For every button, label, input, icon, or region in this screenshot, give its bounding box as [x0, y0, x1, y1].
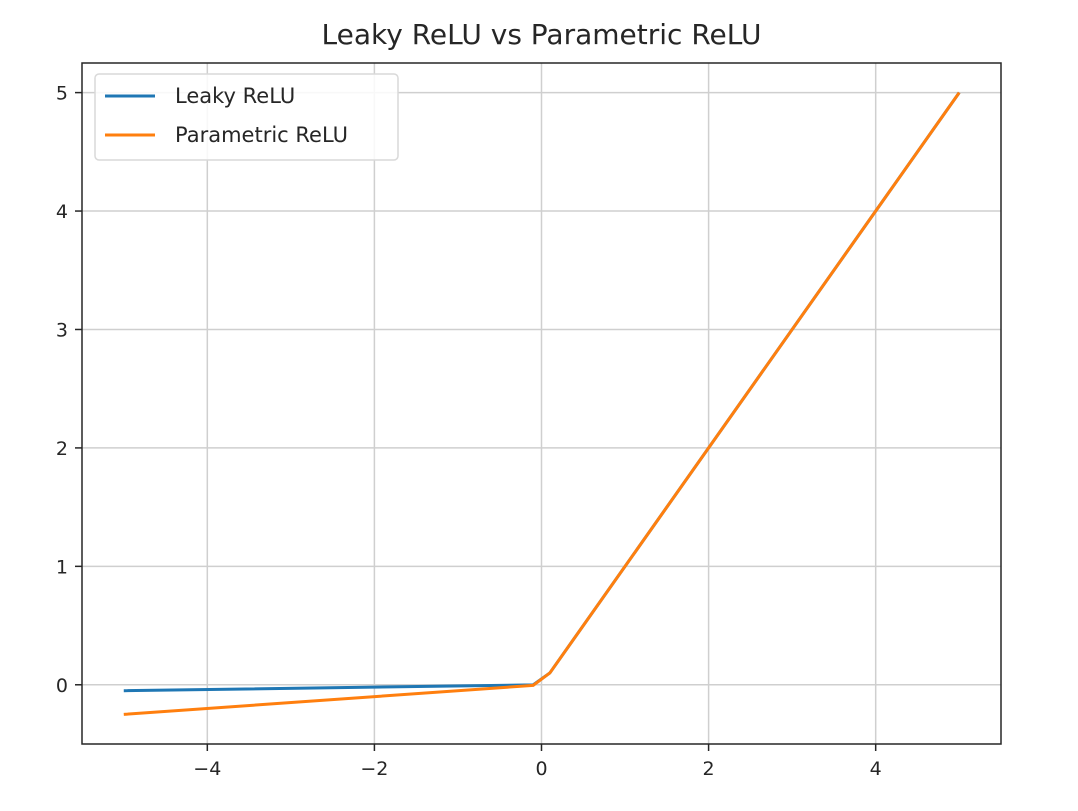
axis-ticks: −4 −2 0 2 4 0 1 2 3 4 5 — [56, 83, 882, 780]
legend-label: Leaky ReLU — [175, 84, 295, 108]
y-tick-label: 4 — [56, 201, 68, 223]
chart-title: Leaky ReLU vs Parametric ReLU — [322, 18, 762, 51]
y-tick-label: 5 — [56, 83, 68, 105]
y-tick-label: 1 — [56, 556, 68, 578]
series-line-parametric-relu — [123, 91, 961, 716]
y-tick-label: 2 — [56, 438, 68, 460]
x-tick-label: 0 — [535, 758, 547, 780]
x-tick-label: 2 — [703, 758, 715, 780]
grid — [82, 63, 1001, 744]
series-lines — [123, 91, 961, 716]
y-tick-label: 3 — [56, 319, 68, 341]
x-tick-label: 4 — [870, 758, 882, 780]
legend-box — [94, 73, 399, 161]
x-tick-label: −2 — [360, 758, 388, 780]
legend: Leaky ReLU Parametric ReLU — [94, 73, 399, 161]
legend-label: Parametric ReLU — [175, 123, 348, 147]
y-tick-label: 0 — [56, 675, 68, 697]
x-tick-label: −4 — [193, 758, 221, 780]
